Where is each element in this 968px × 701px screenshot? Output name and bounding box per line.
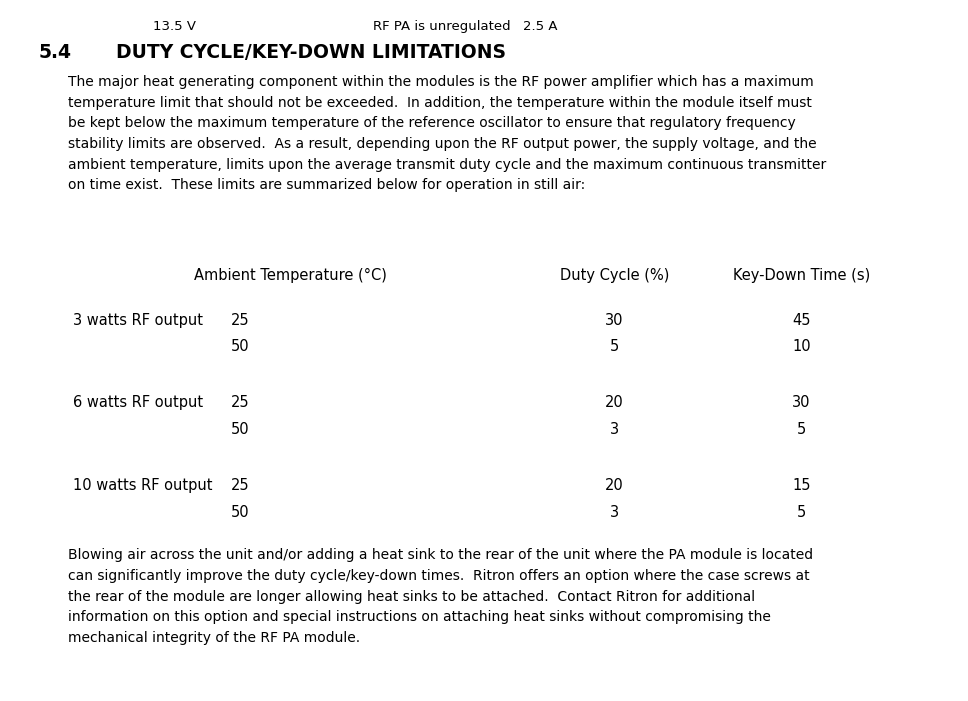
Text: 50: 50: [230, 422, 250, 437]
Text: 30: 30: [792, 395, 811, 410]
Text: can significantly improve the duty cycle/key-down times.  Ritron offers an optio: can significantly improve the duty cycle…: [68, 569, 809, 583]
Text: 50: 50: [230, 505, 250, 519]
Text: 10 watts RF output: 10 watts RF output: [73, 478, 212, 493]
Text: 25: 25: [230, 478, 250, 493]
Text: 30: 30: [605, 313, 624, 327]
Text: The major heat generating component within the modules is the RF power amplifier: The major heat generating component with…: [68, 75, 813, 89]
Text: 5: 5: [797, 505, 806, 519]
Text: 6 watts RF output: 6 watts RF output: [73, 395, 202, 410]
Text: ambient temperature, limits upon the average transmit duty cycle and the maximum: ambient temperature, limits upon the ave…: [68, 158, 826, 172]
Text: 50: 50: [230, 339, 250, 354]
Text: the rear of the module are longer allowing heat sinks to be attached.  Contact R: the rear of the module are longer allowi…: [68, 590, 755, 604]
Text: on time exist.  These limits are summarized below for operation in still air:: on time exist. These limits are summariz…: [68, 178, 585, 192]
Text: 5: 5: [610, 339, 620, 354]
Text: Ambient Temperature (°C): Ambient Temperature (°C): [194, 268, 387, 283]
Text: 3: 3: [610, 422, 620, 437]
Text: 25: 25: [230, 395, 250, 410]
Text: 20: 20: [605, 395, 624, 410]
Text: mechanical integrity of the RF PA module.: mechanical integrity of the RF PA module…: [68, 631, 360, 645]
Text: 5: 5: [797, 422, 806, 437]
Text: 10: 10: [792, 339, 811, 354]
Text: 45: 45: [792, 313, 811, 327]
Text: 5.4: 5.4: [39, 43, 72, 62]
Text: 3: 3: [610, 505, 620, 519]
Text: 13.5 V: 13.5 V: [153, 20, 196, 33]
Text: DUTY CYCLE/KEY-DOWN LIMITATIONS: DUTY CYCLE/KEY-DOWN LIMITATIONS: [116, 43, 506, 62]
Text: Key-Down Time (s): Key-Down Time (s): [733, 268, 870, 283]
Text: 15: 15: [792, 478, 811, 493]
Text: Duty Cycle (%): Duty Cycle (%): [560, 268, 669, 283]
Text: information on this option and special instructions on attaching heat sinks with: information on this option and special i…: [68, 610, 771, 624]
Text: 25: 25: [230, 313, 250, 327]
Text: stability limits are observed.  As a result, depending upon the RF output power,: stability limits are observed. As a resu…: [68, 137, 816, 151]
Text: 2.5 A: 2.5 A: [523, 20, 558, 33]
Text: 3 watts RF output: 3 watts RF output: [73, 313, 202, 327]
Text: temperature limit that should not be exceeded.  In addition, the temperature wit: temperature limit that should not be exc…: [68, 95, 811, 109]
Text: be kept below the maximum temperature of the reference oscillator to ensure that: be kept below the maximum temperature of…: [68, 116, 796, 130]
Text: 20: 20: [605, 478, 624, 493]
Text: RF PA is unregulated: RF PA is unregulated: [373, 20, 510, 33]
Text: Blowing air across the unit and/or adding a heat sink to the rear of the unit wh: Blowing air across the unit and/or addin…: [68, 548, 813, 562]
